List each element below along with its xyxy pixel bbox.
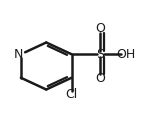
Text: S: S [96,48,104,61]
Text: OH: OH [116,48,136,61]
Text: O: O [95,22,105,35]
Text: Cl: Cl [65,88,78,101]
Text: N: N [14,48,24,61]
Text: O: O [95,72,105,85]
